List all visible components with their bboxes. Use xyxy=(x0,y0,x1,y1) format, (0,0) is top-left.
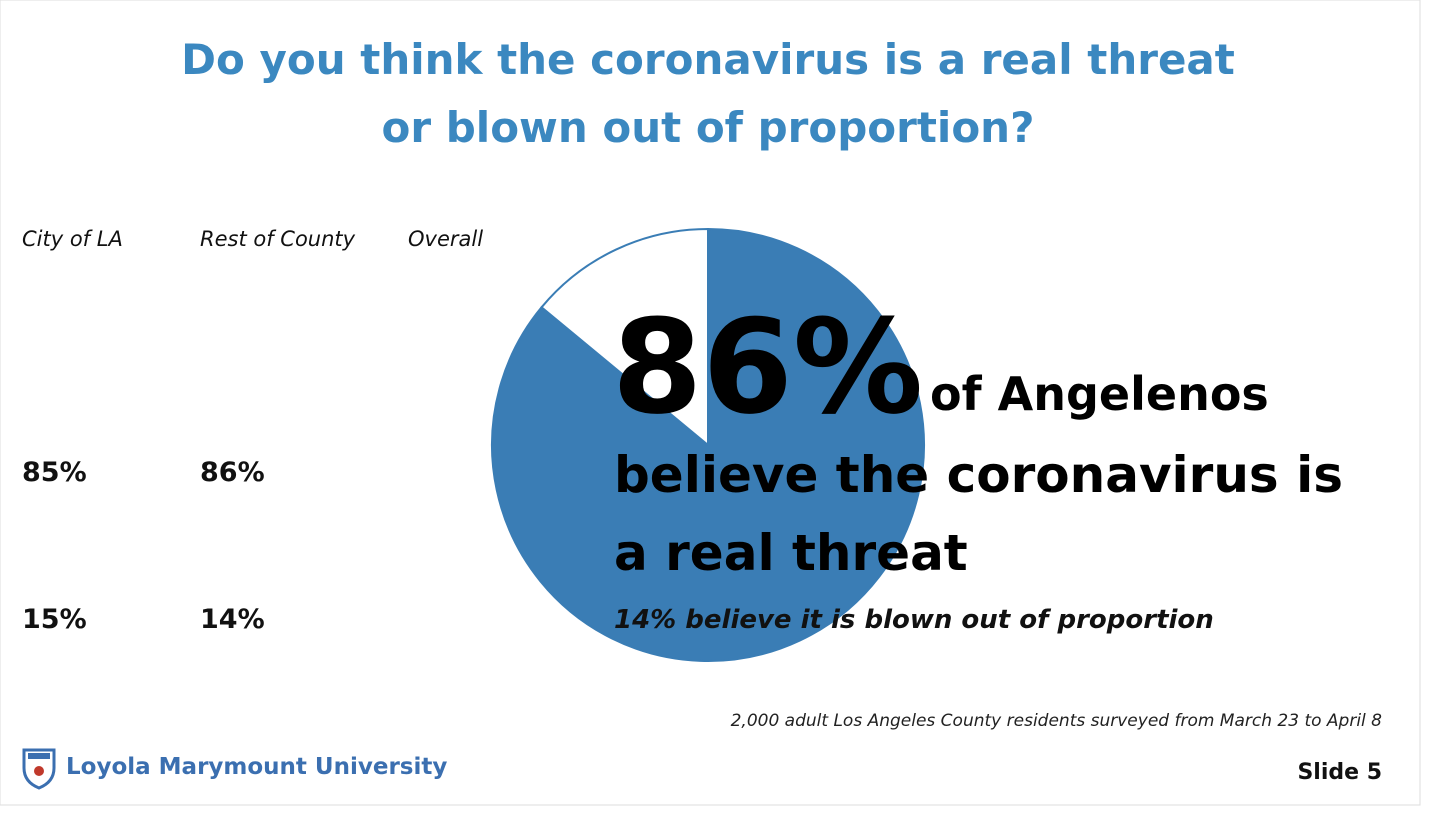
headline-text: a real threat xyxy=(614,524,968,582)
slide-number: Slide 5 xyxy=(1297,760,1382,785)
headline-text: of Angelenos xyxy=(930,367,1269,421)
table-cell: 14% xyxy=(200,604,265,635)
title-line: Do you think the coronavirus is a real t… xyxy=(181,35,1235,84)
table-cell: 15% xyxy=(22,604,87,635)
pie-slice xyxy=(540,227,709,448)
title-line: or blown out of proportion? xyxy=(382,103,1035,152)
column-header: Overall xyxy=(408,227,483,251)
headline-percent: 86% xyxy=(612,291,923,443)
logo-icon xyxy=(22,748,56,790)
table-cell: 85% xyxy=(22,457,87,488)
headline-text: believe the coronavirus is xyxy=(614,446,1343,504)
column-header: City of LA xyxy=(22,227,123,251)
table-cell: 86% xyxy=(200,457,265,488)
column-header: Rest of County xyxy=(200,227,356,251)
pie-chart xyxy=(491,227,925,662)
logo-text: Loyola Marymount University xyxy=(66,754,447,780)
subline: 14% believe it is blown out of proportio… xyxy=(614,605,1214,635)
footnote: 2,000 adult Los Angeles County residents… xyxy=(731,711,1383,731)
